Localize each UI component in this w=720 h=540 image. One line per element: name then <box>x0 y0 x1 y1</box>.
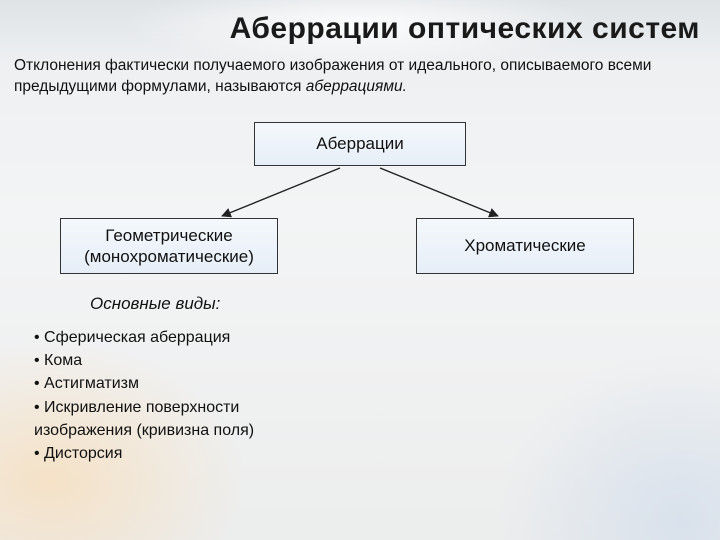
edge-top-left <box>222 168 340 216</box>
aberration-types-list: • Сферическая аберрация • Кома • Астигма… <box>34 326 254 465</box>
list-item: • Искривление поверхности изображения (к… <box>34 396 254 442</box>
list-item: • Сферическая аберрация <box>34 326 254 349</box>
node-aberrations-label: Аберрации <box>316 133 403 154</box>
edge-top-right <box>380 168 498 216</box>
intro-paragraph: Отклонения фактически получаемого изобра… <box>14 56 706 98</box>
list-item: • Дисторсия <box>34 442 254 465</box>
list-item-label: Сферическая аберрация <box>44 329 230 346</box>
node-chromatic-label: Хроматические <box>464 235 586 256</box>
list-item: • Астигматизм <box>34 372 254 395</box>
page-title: Аберрации оптических систем <box>230 12 700 46</box>
list-heading: Основные виды: <box>90 294 220 314</box>
node-geometric-label: Геометрические(монохроматические) <box>84 225 254 268</box>
list-item: • Кома <box>34 349 254 372</box>
list-item-label: Дисторсия <box>44 445 122 462</box>
list-item-label: Астигматизм <box>44 375 139 392</box>
node-geometric: Геометрические(монохроматические) <box>60 218 278 274</box>
node-chromatic: Хроматические <box>416 218 634 274</box>
intro-emph: аберрациями. <box>306 78 407 95</box>
list-item-label: Кома <box>44 352 82 369</box>
node-aberrations: Аберрации <box>254 122 466 166</box>
